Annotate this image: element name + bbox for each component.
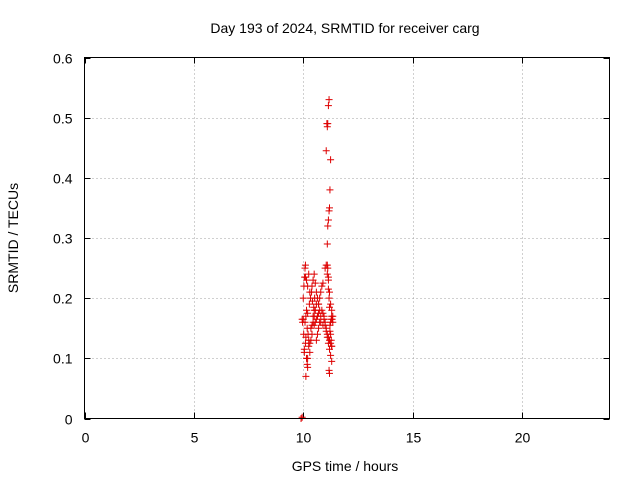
- data-point: [304, 354, 312, 362]
- data-point: [304, 309, 312, 317]
- data-point: [324, 222, 332, 230]
- data-point: [326, 321, 334, 329]
- data-point: [312, 336, 320, 344]
- data-point: [315, 300, 323, 308]
- plot-frame: [84, 57, 610, 419]
- data-point: [303, 276, 311, 284]
- data-point: [298, 413, 306, 421]
- data-point: [319, 309, 327, 317]
- data-point: [324, 339, 332, 347]
- tick-labels: 0 5 10 15 20 0 0.1 0.2 0.3 0.4 0.5 0.6: [53, 51, 530, 446]
- data-point: [302, 312, 310, 320]
- data-point: [317, 288, 325, 296]
- data-point: [328, 342, 336, 350]
- data-point: [302, 372, 310, 380]
- data-point: [315, 324, 323, 332]
- data-point: [324, 273, 332, 281]
- data-point: [325, 96, 333, 104]
- data-point: [324, 102, 332, 110]
- data-point: [318, 306, 326, 314]
- ticks: [84, 57, 610, 420]
- data-point: [325, 294, 333, 302]
- chart-title: Day 193 of 2024, SRMTID for receiver car…: [210, 20, 479, 36]
- data-point: [324, 285, 332, 293]
- data-point: [329, 318, 337, 326]
- y-tick-label: 0.6: [53, 51, 73, 67]
- data-point: [324, 264, 332, 272]
- data-point: [305, 342, 313, 350]
- data-point: [319, 279, 327, 287]
- data-point: [316, 294, 324, 302]
- y-tick-label: 0.4: [53, 171, 73, 187]
- x-tick-label: 15: [406, 430, 422, 446]
- x-axis-label: GPS time / hours: [292, 458, 399, 474]
- data-point: [328, 357, 336, 365]
- y-tick-label: 0.3: [53, 231, 73, 247]
- data-point: [306, 348, 314, 356]
- x-tick-label: 20: [515, 430, 531, 446]
- data-point: [307, 324, 315, 332]
- x-tick-label: 10: [296, 430, 312, 446]
- data-point: [301, 318, 309, 326]
- data-point: [311, 279, 319, 287]
- data-point: [299, 294, 307, 302]
- data-point: [324, 216, 332, 224]
- data-point: [320, 315, 328, 323]
- data-point: [322, 147, 330, 155]
- data-point: [326, 369, 333, 377]
- y-tick-label: 0: [65, 412, 73, 428]
- y-tick-label: 0.5: [53, 111, 73, 127]
- data-point: [301, 261, 309, 269]
- data-point: [323, 240, 331, 248]
- data-point: [306, 339, 314, 347]
- data-point: [318, 282, 326, 290]
- y-tick-label: 0.1: [53, 351, 73, 367]
- data-point: [303, 306, 311, 314]
- data-point: [326, 327, 334, 335]
- grid: [84, 57, 610, 419]
- data-point: [327, 300, 335, 308]
- data-point: [312, 315, 320, 323]
- data-points: [297, 96, 337, 422]
- data-point: [301, 273, 309, 281]
- y-tick-label: 0.2: [53, 291, 73, 307]
- data-point: [326, 204, 333, 212]
- data-point: [310, 321, 318, 329]
- data-point: [328, 315, 336, 323]
- data-point: [327, 351, 335, 359]
- data-point: [327, 156, 335, 164]
- x-tick-label: 0: [82, 430, 90, 446]
- data-point: [324, 120, 332, 128]
- y-axis-label: SRMTID / TECUs: [5, 183, 21, 293]
- data-point: [326, 186, 334, 194]
- data-point: [326, 303, 333, 311]
- data-point: [304, 363, 312, 371]
- data-point: [326, 288, 333, 296]
- data-point: [323, 333, 331, 341]
- data-point: [313, 330, 321, 338]
- data-point: [327, 336, 335, 344]
- data-point: [308, 282, 316, 290]
- data-point: [327, 330, 335, 338]
- data-point: [305, 300, 313, 308]
- data-point: [323, 270, 331, 278]
- data-point: [310, 270, 318, 278]
- x-tick-label: 5: [191, 430, 199, 446]
